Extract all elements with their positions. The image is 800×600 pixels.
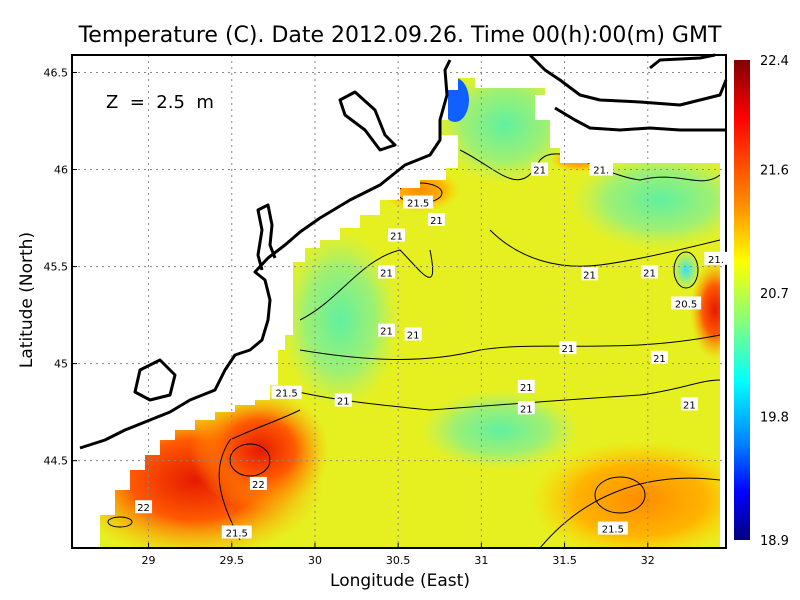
x-axis: 29 29.5 30 30.5 31 31.5 32 bbox=[142, 543, 655, 567]
contour-label-bg bbox=[517, 379, 535, 393]
y-axis-label: Latitude (North) bbox=[17, 232, 37, 368]
contour-label: 21 bbox=[520, 383, 533, 394]
contour-label: 21 bbox=[407, 330, 420, 341]
y-tick-label: 44.5 bbox=[44, 455, 69, 468]
contour-label-bg bbox=[378, 265, 396, 279]
contour-label-bg bbox=[271, 385, 302, 399]
contour-label: 21 bbox=[380, 268, 393, 279]
contour-label-bg bbox=[334, 393, 352, 407]
contour-label: 21 bbox=[337, 396, 350, 407]
x-tick-label: 29 bbox=[142, 554, 156, 567]
x-tick-label: 31.5 bbox=[552, 554, 577, 567]
contour-label-bg bbox=[581, 267, 599, 281]
contour-label-bg bbox=[640, 265, 658, 279]
contour-label: 21.5 bbox=[602, 525, 624, 536]
temperature-field bbox=[100, 78, 720, 548]
colorbar-tick-label: 18.9 bbox=[760, 534, 789, 549]
contour-label-bg bbox=[531, 162, 549, 176]
x-axis-label: Longitude (East) bbox=[330, 571, 470, 591]
colorbar bbox=[734, 60, 750, 540]
contour-label: 21 bbox=[643, 268, 656, 279]
colorbar-tick-label: 21.6 bbox=[760, 164, 789, 179]
plot-frame bbox=[71, 54, 727, 549]
colorbar-tick-label: 20.7 bbox=[760, 287, 789, 302]
contour-label: 21 bbox=[533, 166, 546, 177]
contour-label: 21.5 bbox=[226, 528, 248, 539]
contour-label: 22 bbox=[252, 480, 265, 491]
colorbar-tick-label: 19.8 bbox=[760, 411, 789, 426]
depth-annotation: Z = 2.5 m bbox=[106, 92, 214, 113]
contour-label-bg bbox=[597, 521, 628, 535]
contour-label-bg bbox=[388, 228, 406, 242]
contour-label-bg bbox=[704, 251, 728, 265]
contour-label: 21.5 bbox=[276, 389, 298, 400]
contour-label-bg bbox=[680, 397, 698, 411]
x-tick-label: 31 bbox=[474, 554, 488, 567]
x-tick-label: 29.5 bbox=[220, 554, 245, 567]
contour-label-bg bbox=[589, 162, 613, 176]
contour-label: 21 bbox=[562, 344, 575, 355]
contour-label: 21 bbox=[380, 327, 393, 338]
x-tick-label: 30.5 bbox=[386, 554, 411, 567]
contour-label-bg bbox=[650, 350, 668, 364]
contour-label-bg bbox=[517, 401, 535, 415]
colorbar-tick-label: 22.4 bbox=[760, 54, 789, 69]
contour-label-bg bbox=[403, 195, 434, 209]
contour-label: 21 bbox=[683, 400, 696, 411]
y-axis: 44.5 45 45.5 46 46.5 bbox=[44, 66, 77, 468]
y-tick-label: 46.5 bbox=[44, 66, 69, 79]
chart-title: Temperature (C). Date 2012.09.26. Time 0… bbox=[78, 23, 722, 48]
contour-label-bg bbox=[427, 212, 445, 226]
coastline bbox=[79, 53, 728, 450]
contour-label-bg bbox=[559, 341, 577, 355]
contour-label-bg bbox=[671, 296, 702, 310]
contour-label: 21 bbox=[430, 216, 443, 227]
contour-label: 21 bbox=[520, 404, 533, 415]
contour-label: 22 bbox=[137, 503, 150, 514]
contour-label-bg bbox=[404, 327, 422, 341]
contour-label: 21. bbox=[708, 255, 724, 266]
colorbar-ticks: 22.4 21.6 20.7 19.8 18.9 bbox=[760, 54, 789, 549]
contour-label-bg bbox=[378, 323, 396, 337]
y-tick-label: 46 bbox=[54, 164, 68, 177]
y-tick-label: 45 bbox=[54, 358, 68, 371]
contour-label: 20.5 bbox=[675, 299, 697, 310]
contour-label: 21 bbox=[583, 270, 596, 281]
y-tick-label: 45.5 bbox=[44, 261, 69, 274]
x-tick-label: 30 bbox=[308, 554, 322, 567]
contour-label: 21 bbox=[390, 232, 403, 243]
grid-lines bbox=[72, 55, 726, 548]
contour-label-bg bbox=[221, 525, 252, 539]
contour-label: 21. bbox=[593, 166, 609, 177]
x-tick-label: 32 bbox=[641, 554, 655, 567]
contour-label: 21 bbox=[653, 354, 666, 365]
contour-label-bg bbox=[249, 476, 267, 490]
contour-label-bg bbox=[135, 500, 153, 514]
contour-label: 21.5 bbox=[407, 199, 429, 210]
